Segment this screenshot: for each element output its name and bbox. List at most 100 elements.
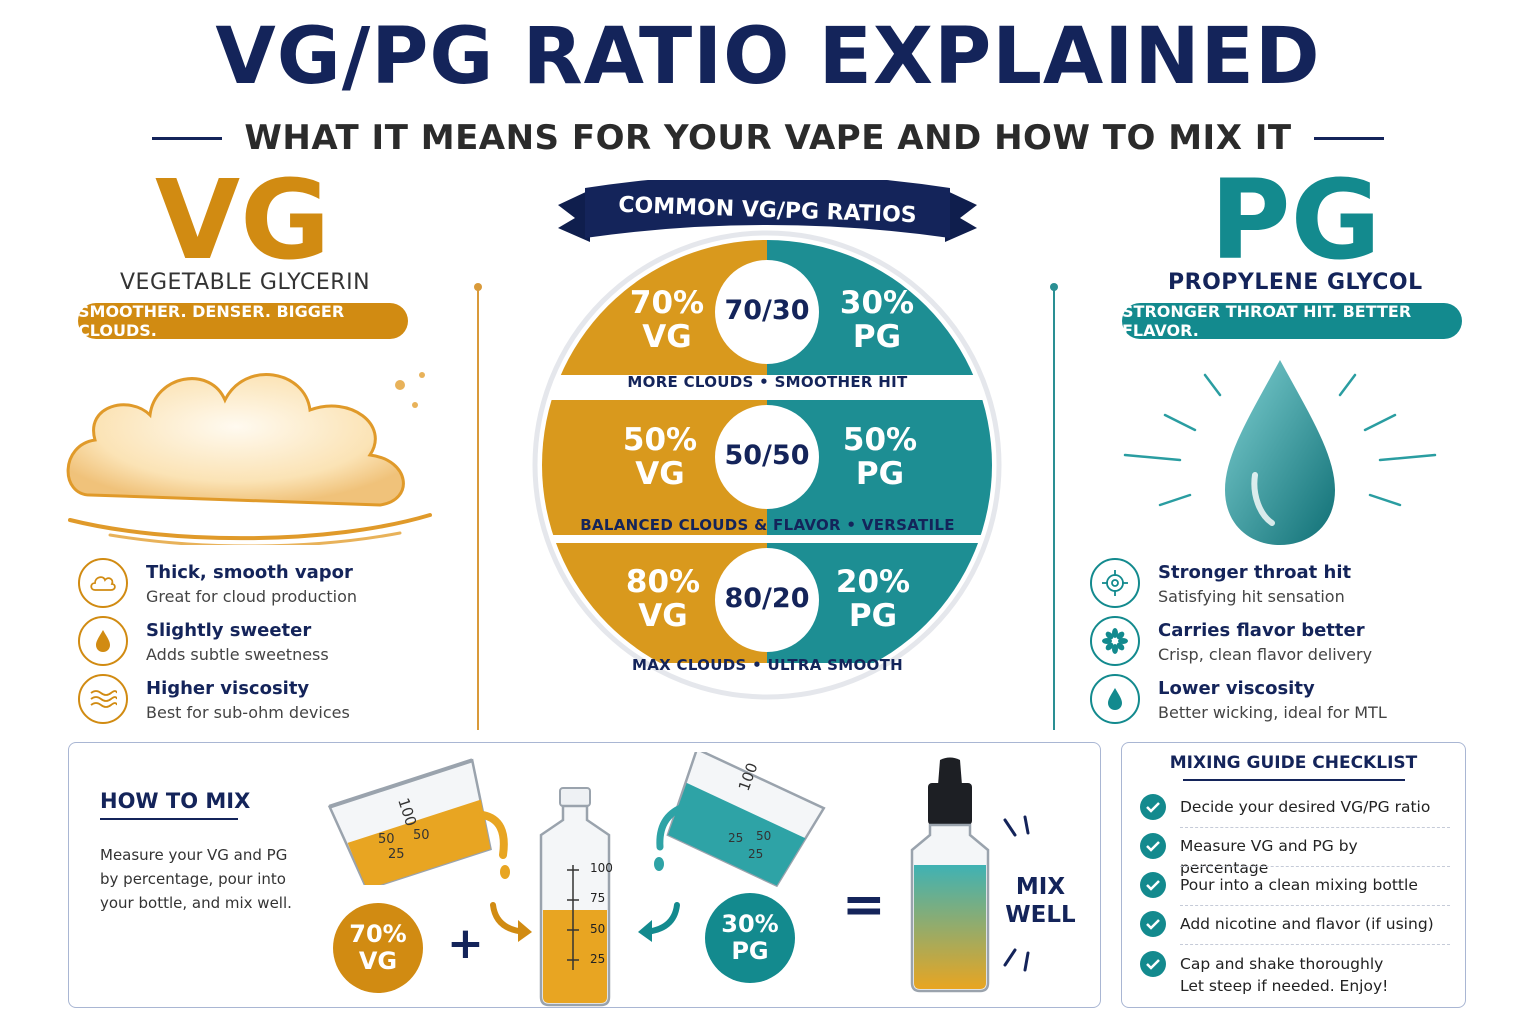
vg-feature: Slightly sweeter Adds subtle sweetness bbox=[78, 616, 329, 666]
pg-feature-desc: Better wicking, ideal for MTL bbox=[1158, 703, 1387, 722]
pg-tagline-pill: STRONGER THROAT HIT. BETTER FLAVOR. bbox=[1122, 302, 1462, 340]
check-icon bbox=[1140, 872, 1166, 898]
vg-percent-label: 70% VG bbox=[629, 285, 705, 355]
check-icon bbox=[1140, 951, 1166, 977]
pg-percent-label: 50% PG bbox=[842, 422, 918, 492]
check-icon bbox=[1140, 911, 1166, 937]
check-icon bbox=[1140, 794, 1166, 820]
beaker-mark: 25 bbox=[728, 831, 743, 845]
bottle-mark: 25 bbox=[590, 952, 606, 966]
cloud-illustration bbox=[66, 372, 432, 545]
checklist-item: Cap and shake thoroughly Let steep if ne… bbox=[1140, 951, 1450, 997]
pg-feature: Lower viscosity Better wicking, ideal fo… bbox=[1090, 674, 1387, 724]
divider-dot-right bbox=[1050, 283, 1058, 291]
beaker-mark: 50 bbox=[378, 832, 395, 847]
vg-feature: Higher viscosity Best for sub-ohm device… bbox=[78, 674, 350, 724]
wave-icon bbox=[78, 674, 128, 724]
vg-feature-title: Slightly sweeter bbox=[146, 620, 312, 641]
how-to-mix-text: Measure your VG and PG by percentage, po… bbox=[100, 846, 292, 912]
arrow-icon bbox=[638, 902, 680, 942]
droplet-icon bbox=[78, 616, 128, 666]
pg-feature-title: Carries flavor better bbox=[1158, 620, 1365, 641]
divider-dot-left bbox=[474, 283, 482, 291]
checklist-separator bbox=[1180, 905, 1450, 906]
flower-icon bbox=[1090, 616, 1140, 666]
subtitle-row: WHAT IT MEANS FOR YOUR VAPE AND HOW TO M… bbox=[0, 118, 1536, 158]
checklist-item: Add nicotine and flavor (if using) bbox=[1140, 911, 1450, 937]
ratio-caption: BALANCED CLOUDS & FLAVOR • VERSATILE bbox=[580, 516, 955, 534]
checklist-text: Measure VG and PG by percentage bbox=[1180, 837, 1358, 877]
heading-underline bbox=[1183, 779, 1405, 781]
pg-percent-label: 20% PG bbox=[835, 564, 911, 634]
pg-feature: Stronger throat hit Satisfying hit sensa… bbox=[1090, 558, 1352, 608]
mix-well-label: MIX WELL bbox=[1005, 874, 1076, 928]
pg-heading: PG bbox=[1210, 156, 1381, 284]
checklist-text: Cap and shake thoroughly Let steep if ne… bbox=[1180, 955, 1389, 995]
how-to-mix-panel bbox=[68, 742, 1101, 1008]
page-subtitle: WHAT IT MEANS FOR YOUR VAPE AND HOW TO M… bbox=[244, 118, 1292, 158]
pg-percent-label: 30% PG bbox=[839, 285, 915, 355]
vg-percent-badge: 70% VG bbox=[333, 903, 423, 993]
bottle-mark: 50 bbox=[590, 922, 606, 936]
checklist-item: Measure VG and PG by percentage bbox=[1140, 833, 1450, 879]
cloud-icon bbox=[78, 558, 128, 608]
ratio-circle bbox=[532, 180, 1002, 700]
target-icon bbox=[1090, 558, 1140, 608]
checklist-item: Pour into a clean mixing bottle bbox=[1140, 872, 1450, 898]
checklist-note: Let steep if needed. Enjoy! bbox=[1180, 977, 1389, 995]
divider-line-right bbox=[1053, 290, 1055, 730]
final-bottle-illustration bbox=[910, 757, 990, 993]
beaker-mark: 25 bbox=[748, 847, 763, 861]
vg-percent-label: 50% VG bbox=[622, 422, 698, 492]
motion-lines-icon bbox=[1003, 815, 1030, 972]
vg-beaker-illustration: 100 50 50 25 bbox=[327, 758, 510, 885]
pg-feature-desc: Crisp, clean flavor delivery bbox=[1158, 645, 1373, 664]
ratio-caption: MAX CLOUDS • ULTRA SMOOTH bbox=[632, 656, 903, 674]
pg-percent-badge: 30% PG bbox=[705, 893, 795, 983]
vg-percent-label: 80% VG bbox=[625, 564, 701, 634]
ratio-value: 70/30 bbox=[724, 295, 810, 326]
vg-heading: VG bbox=[155, 156, 331, 284]
vg-feature: Thick, smooth vapor Great for cloud prod… bbox=[78, 558, 358, 608]
vg-feature-title: Higher viscosity bbox=[146, 678, 310, 699]
subtitle-rule-left bbox=[152, 136, 223, 140]
checklist-heading: MIXING GUIDE CHECKLIST bbox=[1169, 753, 1418, 773]
divider-line-left bbox=[477, 290, 479, 730]
vg-feature-title: Thick, smooth vapor bbox=[146, 562, 353, 583]
check-icon bbox=[1140, 833, 1166, 859]
heading-underline bbox=[100, 818, 238, 820]
pg-feature-title: Stronger throat hit bbox=[1158, 562, 1352, 583]
checklist-text: Decide your desired VG/PG ratio bbox=[1180, 798, 1431, 816]
vg-full-name: VEGETABLE GLYCERIN bbox=[120, 270, 371, 295]
droplet-icon bbox=[1090, 674, 1140, 724]
ratio-caption: MORE CLOUDS • SMOOTHER HIT bbox=[627, 373, 908, 391]
pg-full-name: PROPYLENE GLYCOL bbox=[1168, 270, 1423, 295]
mixing-bottle-illustration bbox=[539, 787, 611, 1007]
vg-feature-desc: Best for sub-ohm devices bbox=[146, 703, 350, 722]
ratio-value: 80/20 bbox=[724, 583, 810, 614]
checklist-text: Pour into a clean mixing bottle bbox=[1180, 876, 1418, 894]
pg-feature-title: Lower viscosity bbox=[1158, 678, 1315, 699]
checklist-item: Decide your desired VG/PG ratio bbox=[1140, 794, 1450, 820]
bottle-mark: 100 bbox=[590, 861, 613, 875]
subtitle-rule-right bbox=[1313, 136, 1384, 140]
checklist-separator bbox=[1180, 827, 1450, 828]
bottle-mark: 75 bbox=[590, 891, 606, 905]
vg-tagline-pill: SMOOTHER. DENSER. BIGGER CLOUDS. bbox=[78, 302, 408, 340]
ratio-value: 50/50 bbox=[724, 440, 810, 471]
beaker-mark: 50 bbox=[413, 828, 430, 843]
checklist-text: Add nicotine and flavor (if using) bbox=[1180, 915, 1434, 933]
arrow-icon bbox=[490, 902, 532, 942]
page-title: VG/PG RATIO EXPLAINED bbox=[215, 12, 1321, 102]
pg-feature: Carries flavor better Crisp, clean flavo… bbox=[1090, 616, 1373, 666]
plus-sign: + bbox=[447, 918, 484, 969]
beaker-mark: 50 bbox=[756, 829, 771, 843]
vg-feature-desc: Great for cloud production bbox=[146, 587, 358, 606]
droplet-illustration bbox=[1123, 360, 1437, 545]
pg-beaker-illustration: 100 25 50 25 bbox=[654, 752, 826, 887]
vg-feature-desc: Adds subtle sweetness bbox=[146, 645, 329, 664]
checklist-panel bbox=[1121, 742, 1466, 1008]
pg-feature-desc: Satisfying hit sensation bbox=[1158, 587, 1345, 606]
beaker-mark: 25 bbox=[388, 847, 405, 862]
checklist-separator bbox=[1180, 866, 1450, 867]
